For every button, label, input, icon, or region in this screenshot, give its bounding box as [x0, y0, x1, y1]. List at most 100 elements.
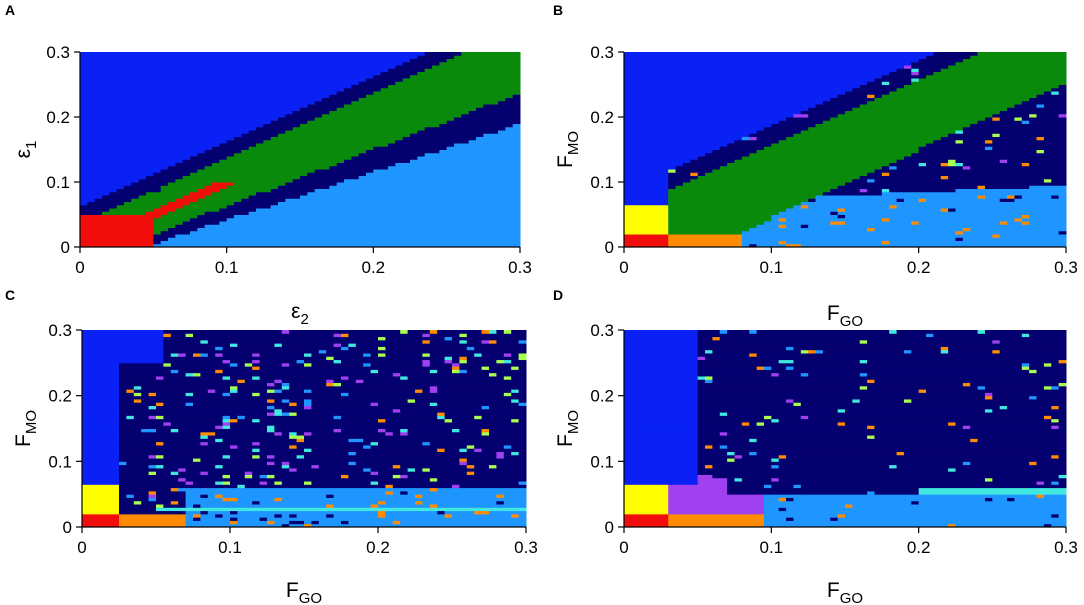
heatmap-cell: [82, 398, 120, 403]
heatmap-cell: [719, 146, 765, 150]
heatmap-cell: [808, 224, 1067, 228]
heatmap-cell: [881, 165, 890, 170]
heatmap-cell: [274, 461, 283, 466]
heatmap-cell: [444, 412, 527, 416]
heatmap-cell: [466, 359, 497, 364]
heatmap-cell: [786, 243, 802, 248]
heatmap-cell: [977, 120, 1023, 124]
heatmap-cell: [153, 240, 162, 245]
heatmap-cell: [697, 444, 706, 449]
heatmap-cell: [252, 362, 283, 367]
heatmap-cell: [911, 65, 949, 69]
heatmap-cell: [304, 431, 312, 436]
heatmap-cell: [410, 58, 448, 63]
heatmap-cell: [668, 204, 794, 209]
heatmap-cell: [837, 517, 1067, 521]
heatmap-cell: [207, 510, 231, 515]
heatmap-cell: [119, 408, 275, 413]
heatmap-cell: [468, 139, 521, 144]
heatmap-cell: [200, 435, 209, 439]
heatmap-cell: [119, 415, 127, 420]
heatmap-cell: [668, 195, 817, 199]
heatmap-cell: [697, 352, 750, 357]
heatmap-cell: [437, 402, 520, 407]
heatmap-cell: [80, 188, 118, 193]
heatmap-cell: [148, 490, 157, 495]
heatmap-cell: [668, 484, 728, 489]
heatmap-cell: [793, 133, 949, 137]
heatmap-cell: [881, 188, 890, 193]
heatmap-cell: [793, 484, 802, 489]
heatmap-cell: [82, 395, 120, 400]
heatmap-cell: [454, 55, 521, 59]
heatmap-cell: [215, 389, 231, 393]
heatmap-cell: [624, 237, 669, 241]
heatmap-cell: [190, 230, 521, 235]
heatmap-cell: [256, 208, 521, 212]
heatmap-cell: [259, 474, 268, 479]
heatmap-cell: [80, 52, 426, 56]
heatmap-cell: [314, 188, 521, 193]
heatmap-cell: [624, 97, 831, 102]
heatmap-cell: [1029, 120, 1067, 124]
heatmap-cell: [668, 175, 699, 180]
heatmap-cell: [948, 208, 956, 212]
heatmap-cell: [697, 454, 735, 459]
heatmap-cell: [185, 494, 201, 498]
heatmap-cell: [80, 149, 206, 154]
heatmap-cell: [241, 149, 367, 154]
heatmap-cell: [1021, 333, 1030, 338]
heatmap-cell: [252, 375, 261, 380]
heatmap-cell: [148, 497, 157, 502]
heatmap-cell: [511, 398, 520, 403]
heatmap-cell: [378, 418, 386, 423]
heatmap-cell: [1051, 385, 1060, 390]
heatmap-cell: [624, 487, 669, 492]
heatmap-cell: [429, 330, 438, 334]
heatmap-cell: [496, 372, 527, 377]
heatmap-cell: [244, 362, 253, 367]
heatmap-cell: [984, 408, 993, 413]
heatmap-cell: [348, 461, 357, 466]
heatmap-cell: [800, 243, 1067, 248]
heatmap-cell: [624, 123, 772, 128]
heatmap-cell: [461, 52, 521, 56]
heatmap-cell: [422, 359, 431, 364]
heatmap-cell: [940, 162, 949, 167]
heatmap-cell: [712, 379, 868, 384]
heatmap-cell: [230, 418, 238, 423]
heatmap-cell: [407, 431, 483, 436]
heatmap-cell: [459, 458, 468, 462]
heatmap-cell: [207, 494, 216, 498]
heatmap-cell: [474, 510, 490, 515]
heatmap-cell: [156, 471, 172, 475]
heatmap-cell: [452, 362, 460, 367]
heatmap-cell: [281, 431, 290, 436]
heatmap-cell: [624, 230, 669, 235]
heatmap-cell: [444, 448, 460, 452]
heatmap-cell: [80, 91, 338, 95]
heatmap-cell: [682, 162, 728, 167]
heatmap-cell: [178, 369, 216, 374]
heatmap-cell: [705, 379, 713, 384]
heatmap-cell: [808, 113, 839, 118]
heatmap-cell: [1029, 461, 1038, 466]
heatmap-cell: [178, 500, 187, 505]
heatmap-cell: [624, 234, 669, 238]
heatmap-cell: [222, 513, 275, 518]
heatmap-cell: [285, 182, 338, 186]
heatmap-cell: [624, 84, 861, 89]
heatmap-cell: [466, 346, 475, 351]
heatmap-cell: [496, 330, 505, 334]
heatmap-cell: [252, 500, 261, 505]
heatmap-cell: [119, 481, 187, 485]
heatmap-cell: [889, 165, 898, 170]
heatmap-cell: [326, 349, 527, 354]
heatmap-cell: [333, 343, 342, 347]
heatmap-cell: [452, 369, 460, 374]
heatmap-cell: [178, 471, 201, 475]
heatmap-cell: [845, 221, 912, 225]
heatmap-cell: [1029, 162, 1067, 167]
heatmap-cell: [237, 444, 290, 449]
heatmap-cell: [1021, 162, 1030, 167]
